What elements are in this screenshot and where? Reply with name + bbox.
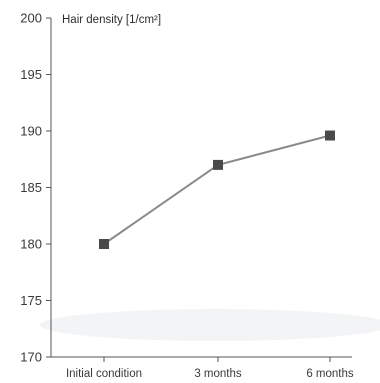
data-point [99, 239, 109, 249]
axes [50, 18, 352, 358]
data-point [325, 130, 335, 141]
y-tick-label: 175 [20, 293, 42, 308]
y-tick-label: 170 [20, 350, 42, 365]
series-line [103, 134, 331, 245]
y-tick-label: 200 [20, 11, 42, 26]
x-tick-label: 6 months [306, 368, 354, 380]
y-tick-label: 180 [20, 237, 42, 252]
x-ticks: Initial condition 3 months 6 months [66, 357, 354, 380]
y-tick-label: 195 [20, 67, 42, 82]
y-tick-label: 190 [20, 124, 42, 139]
y-ticks: 170 175 180 185 190 195 200 [20, 11, 51, 365]
series [99, 130, 335, 249]
x-tick-label: Initial condition [66, 368, 142, 380]
x-tick-label: 3 months [194, 368, 242, 380]
data-point [213, 159, 223, 170]
y-tick-label: 185 [20, 180, 42, 195]
y-axis-title: Hair density [1/cm²] [62, 14, 161, 26]
scan-smudge [40, 309, 380, 341]
